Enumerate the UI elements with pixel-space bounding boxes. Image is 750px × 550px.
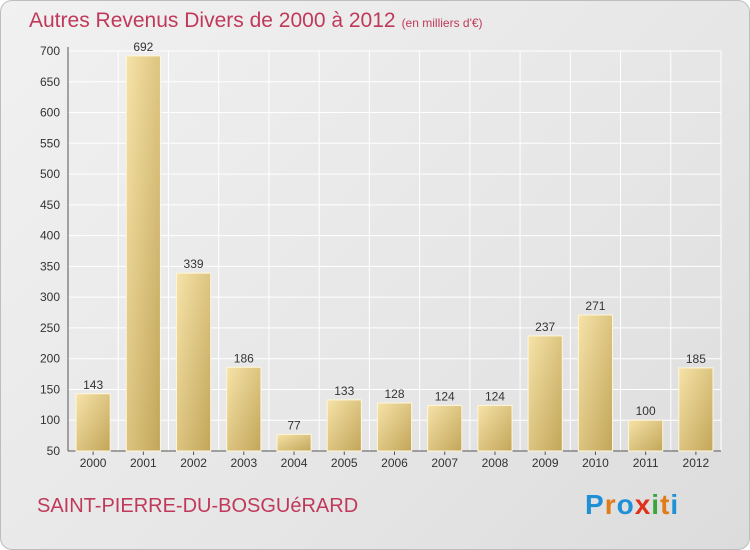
logo-letter: r [604,489,617,520]
chart-title-text: Autres Revenus Divers de 2000 à 2012 [29,9,396,32]
y-tick-label: 400 [40,229,60,243]
data-label: 124 [435,389,455,403]
data-label: 100 [636,404,656,418]
bar [577,314,614,452]
logo-letter: t [660,489,671,520]
label-layer: 143 692 339 186 77 133 128 124 124 237 271 100 185 [83,40,706,432]
logo-letter: P [585,489,605,520]
y-tick-label: 300 [40,290,60,304]
x-tick-label: 2004 [281,456,308,470]
x-tick-label: 2012 [683,456,710,470]
y-tick-label: 550 [40,136,60,150]
x-tick-label: 2010 [582,456,609,470]
data-label: 77 [287,418,301,432]
logo-letter: i [651,489,661,520]
y-tick-label: 50 [47,444,61,458]
data-label: 271 [585,299,605,313]
data-label: 128 [384,387,404,401]
bar [175,272,212,452]
bar [678,367,714,452]
x-tick-label: 2002 [180,456,207,470]
y-tick-label: 250 [40,321,60,335]
x-tick-label: 2001 [130,456,157,470]
data-label: 237 [535,320,555,334]
bar [326,399,362,452]
chart-unit: (en milliers d'€) [401,16,483,30]
x-tick-label: 2009 [532,456,559,470]
bar [75,393,111,452]
y-tick-label: 600 [40,106,60,120]
logo-letter: o [616,489,635,520]
y-tick-label: 450 [40,198,60,212]
y-tick-label: 700 [40,44,60,58]
data-label: 124 [485,389,505,403]
bar-layer [75,55,714,452]
bar [527,335,563,452]
x-tick-label: 2007 [431,456,458,470]
bar [376,402,413,452]
y-tick-label: 150 [40,382,60,396]
y-tick-label: 350 [40,259,60,273]
bar [276,433,312,452]
logo-letter: x [634,489,652,520]
x-tick-label: 2011 [633,456,659,470]
y-tick-label: 500 [40,167,60,181]
bar [427,404,463,452]
data-label: 133 [334,384,354,398]
chart-title: Autres Revenus Divers de 2000 à 2012 (en … [29,9,483,33]
city-name: SAINT-PIERRE-DU-BOSGUéRARD [37,495,359,517]
x-tick-label: 2000 [80,456,107,470]
y-tick-label: 200 [40,352,60,366]
x-tick-label: 2006 [381,456,408,470]
bar [226,366,262,452]
proxiti-logo[interactable]: Proxiti [585,489,679,521]
y-tick-label: 650 [40,75,60,89]
data-label: 692 [133,40,153,54]
data-label: 185 [686,352,706,366]
bar [628,419,664,452]
data-label: 186 [234,351,254,365]
data-label: 143 [83,378,103,392]
x-tick-label: 2008 [482,456,509,470]
bar [477,404,513,452]
x-tick-label: 2005 [331,456,358,470]
x-tick-label: 2003 [230,456,257,470]
logo-letter: i [670,489,680,520]
data-label: 339 [184,257,204,271]
y-tick-label: 100 [40,413,60,427]
bar [125,55,161,452]
